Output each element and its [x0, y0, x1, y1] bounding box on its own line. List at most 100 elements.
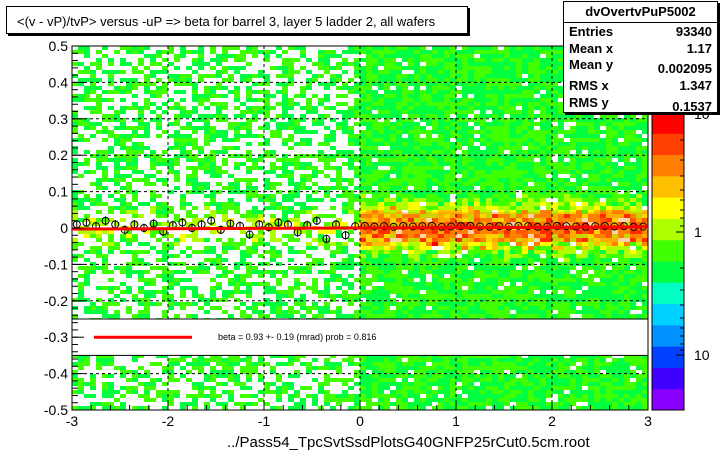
heatmap-cell	[492, 230, 498, 234]
heatmap-cell	[162, 314, 168, 318]
heatmap-cell	[330, 278, 336, 282]
heatmap-cell	[372, 114, 378, 118]
heatmap-cell	[474, 98, 480, 102]
heatmap-cell	[180, 82, 186, 86]
heatmap-cell	[348, 362, 354, 366]
heatmap-cell	[228, 74, 234, 78]
heatmap-cell	[426, 290, 432, 294]
heatmap-cell	[486, 246, 492, 250]
heatmap-cell	[414, 222, 420, 226]
heatmap-cell	[276, 46, 282, 50]
heatmap-cell	[408, 306, 414, 310]
heatmap-cell	[180, 106, 186, 110]
heatmap-cell	[396, 390, 402, 394]
heatmap-cell	[468, 170, 474, 174]
heatmap-cell	[282, 98, 288, 102]
heatmap-cell	[510, 378, 516, 382]
heatmap-cell	[108, 150, 114, 154]
heatmap-cell	[222, 250, 228, 254]
heatmap-cell	[384, 362, 390, 366]
heatmap-cell	[150, 246, 156, 250]
heatmap-cell	[384, 242, 390, 246]
heatmap-cell	[138, 366, 144, 370]
heatmap-cell	[510, 358, 516, 362]
heatmap-cell	[132, 314, 138, 318]
heatmap-cell	[438, 66, 444, 70]
heatmap-cell	[366, 222, 372, 226]
heatmap-cell	[426, 382, 432, 386]
heatmap-cell	[192, 174, 198, 178]
heatmap-cell	[456, 70, 462, 74]
heatmap-cell	[336, 274, 342, 278]
heatmap-cell	[174, 106, 180, 110]
heatmap-cell	[384, 86, 390, 90]
heatmap-cell	[84, 122, 90, 126]
heatmap-cell	[246, 98, 252, 102]
heatmap-cell	[444, 146, 450, 150]
heatmap-cell	[150, 182, 156, 186]
heatmap-cell	[186, 78, 192, 82]
heatmap-cell	[330, 294, 336, 298]
heatmap-cell	[102, 358, 108, 362]
heatmap-cell	[390, 106, 396, 110]
heatmap-cell	[204, 238, 210, 242]
heatmap-cell	[498, 118, 504, 122]
heatmap-cell	[246, 62, 252, 66]
heatmap-cell	[468, 130, 474, 134]
heatmap-cell	[180, 354, 186, 358]
heatmap-cell	[474, 294, 480, 298]
heatmap-cell	[414, 238, 420, 242]
heatmap-cell	[426, 66, 432, 70]
heatmap-cell	[528, 294, 534, 298]
heatmap-cell	[498, 94, 504, 98]
heatmap-cell	[510, 110, 516, 114]
heatmap-cell	[72, 382, 78, 386]
heatmap-cell	[270, 270, 276, 274]
heatmap-cell	[432, 150, 438, 154]
heatmap-cell	[204, 98, 210, 102]
heatmap-cell	[384, 114, 390, 118]
heatmap-cell	[354, 174, 360, 178]
heatmap-cell	[270, 130, 276, 134]
heatmap-cell	[462, 202, 468, 206]
heatmap-cell	[462, 402, 468, 406]
heatmap-cell	[318, 58, 324, 62]
heatmap-cell	[270, 218, 276, 222]
heatmap-cell	[348, 182, 354, 186]
heatmap-cell	[120, 290, 126, 294]
heatmap-cell	[462, 274, 468, 278]
heatmap-cell	[444, 162, 450, 166]
heatmap-cell	[114, 174, 120, 178]
heatmap-cell	[414, 170, 420, 174]
heatmap-cell	[210, 278, 216, 282]
heatmap-cell	[426, 210, 432, 214]
heatmap-cell	[510, 206, 516, 210]
heatmap-cell	[444, 110, 450, 114]
heatmap-cell	[246, 166, 252, 170]
heatmap-cell	[360, 398, 366, 402]
heatmap-cell	[462, 246, 468, 250]
heatmap-cell	[468, 70, 474, 74]
heatmap-cell	[396, 54, 402, 58]
heatmap-cell	[114, 182, 120, 186]
heatmap-cell	[438, 46, 444, 50]
heatmap-cell	[426, 58, 432, 62]
heatmap-cell	[168, 398, 174, 402]
heatmap-cell	[366, 46, 372, 50]
heatmap-cell	[456, 394, 462, 398]
heatmap-cell	[258, 374, 264, 378]
heatmap-cell	[468, 394, 474, 398]
heatmap-cell	[192, 362, 198, 366]
heatmap-cell	[258, 302, 264, 306]
heatmap-cell	[408, 146, 414, 150]
heatmap-cell	[528, 130, 534, 134]
heatmap-cell	[72, 166, 78, 170]
heatmap-cell	[120, 142, 126, 146]
heatmap-cell	[354, 62, 360, 66]
heatmap-cell	[384, 106, 390, 110]
heatmap-cell	[210, 298, 216, 302]
heatmap-cell	[210, 386, 216, 390]
heatmap-cell	[246, 182, 252, 186]
heatmap-cell	[408, 194, 414, 198]
heatmap-cell	[540, 218, 546, 222]
